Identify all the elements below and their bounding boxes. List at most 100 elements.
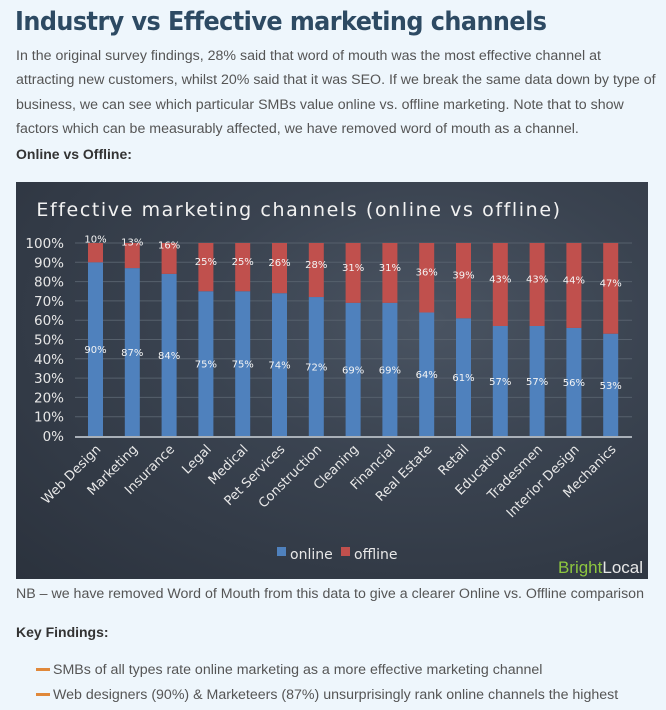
bar-online	[456, 318, 471, 436]
bar-online	[198, 291, 214, 436]
data-label-offline: 10%	[84, 235, 106, 246]
data-label-offline: 28%	[305, 260, 327, 271]
brightlocal-logo: BrightLocal	[558, 558, 643, 577]
y-tick-label: 20%	[34, 390, 64, 406]
page-title: Industry vs Effective marketing channels	[15, 7, 547, 37]
y-tick-label: 90%	[34, 255, 64, 271]
bar-online	[566, 327, 582, 436]
data-label-online: 64%	[416, 370, 438, 381]
bar-offline	[492, 243, 508, 326]
data-label-offline: 31%	[342, 263, 364, 274]
bar-offline	[161, 243, 177, 274]
bar-online	[345, 302, 361, 436]
data-labels: 10% 90% 13% 87% 16% 84% 25% 75% 25% 75% 26% 74% 28% 7…	[84, 235, 621, 392]
chart-title: Effective marketing channels (online vs …	[36, 199, 561, 221]
y-tick-label: 40%	[34, 352, 64, 368]
chart-subheading: Online vs Offline:	[16, 146, 132, 162]
bar-online	[382, 302, 398, 436]
y-tick-label: 0%	[43, 429, 65, 445]
bar-offline	[345, 243, 361, 303]
bar-online	[529, 325, 545, 436]
legend: online offline	[277, 547, 397, 563]
legend-swatch-offline	[341, 547, 350, 556]
data-label-offline: 26%	[268, 258, 290, 269]
bar-offline	[88, 243, 103, 263]
x-tick-label: Legal	[179, 442, 214, 477]
finding-text: SMBs of all types rate online marketing …	[53, 661, 543, 678]
y-tick-label: 50%	[34, 333, 64, 349]
data-label-online: 56%	[563, 378, 585, 389]
y-tick-label: 30%	[34, 371, 64, 387]
legend-label-online: online	[290, 547, 333, 563]
bar-offline	[419, 243, 435, 313]
bar-online	[603, 333, 619, 436]
data-label-online: 84%	[158, 351, 180, 362]
data-label-online: 75%	[232, 360, 254, 371]
bar-online	[419, 312, 435, 436]
intro-paragraph: In the original survey findings, 28% sai…	[16, 48, 656, 137]
bar-offline	[529, 243, 545, 326]
chart-note: NB – we have removed Word of Mouth from …	[16, 586, 644, 602]
bar-offline	[603, 243, 619, 334]
logo-bright: Bright	[558, 558, 603, 577]
bar-offline	[308, 243, 324, 298]
svg-text:BrightLocal: BrightLocal	[558, 558, 643, 577]
data-label-offline: 47%	[600, 278, 622, 289]
legend-label-offline: offline	[354, 547, 397, 563]
bar-offline	[235, 243, 251, 292]
finding-item: SMBs of all types rate online marketing …	[36, 657, 618, 682]
data-label-offline: 31%	[379, 263, 401, 274]
data-label-online: 90%	[84, 345, 106, 356]
orange-dash-icon	[36, 693, 50, 696]
y-tick-label: 80%	[34, 275, 64, 291]
y-tick-label: 100%	[25, 236, 64, 252]
bar-online	[88, 262, 103, 436]
bar-offline	[272, 243, 287, 294]
orange-dash-icon	[36, 668, 50, 671]
bar-online	[308, 297, 324, 436]
bar-online	[235, 291, 251, 436]
data-label-offline: 36%	[416, 268, 438, 279]
bars	[88, 243, 619, 436]
data-label-offline: 43%	[489, 274, 511, 285]
bar-offline	[124, 243, 140, 269]
data-label-online: 57%	[489, 377, 511, 388]
data-label-offline: 25%	[232, 257, 254, 268]
y-axis-ticks: 0% 10% 20% 30% 40% 50% 60% 70% 80% 90% 100%	[25, 236, 64, 445]
data-label-online: 69%	[342, 365, 364, 376]
data-label-online: 72%	[305, 363, 327, 374]
key-findings-list: SMBs of all types rate online marketing …	[36, 657, 618, 707]
data-label-online: 61%	[452, 373, 474, 384]
bar-offline	[566, 243, 582, 328]
stacked-bar-chart: Effective marketing channels (online vs …	[25, 199, 643, 577]
data-label-offline: 43%	[526, 274, 548, 285]
finding-text: Web designers (90%) & Marketeers (87%) u…	[53, 686, 619, 703]
legend-swatch-online	[277, 547, 286, 556]
bar-online	[124, 268, 140, 436]
data-label-offline: 13%	[121, 238, 143, 249]
data-label-online: 69%	[379, 365, 401, 376]
y-tick-label: 70%	[34, 294, 64, 310]
bar-offline	[382, 243, 398, 303]
data-label-online: 53%	[600, 381, 622, 392]
data-label-offline: 44%	[563, 275, 585, 286]
data-label-offline: 25%	[195, 257, 217, 268]
data-label-offline: 39%	[452, 271, 474, 282]
finding-item: Web designers (90%) & Marketeers (87%) u…	[36, 682, 618, 707]
bar-online	[272, 293, 287, 436]
y-tick-label: 10%	[34, 410, 64, 426]
chart-panel: Effective marketing channels (online vs …	[16, 182, 648, 579]
data-label-online: 75%	[195, 360, 217, 371]
data-label-offline: 16%	[158, 240, 180, 251]
logo-local: Local	[602, 558, 643, 577]
bar-online	[161, 273, 177, 436]
bar-online	[492, 325, 508, 436]
data-label-online: 57%	[526, 377, 548, 388]
key-findings-heading: Key Findings:	[16, 624, 109, 640]
bar-offline	[198, 243, 214, 292]
data-label-online: 87%	[121, 348, 143, 359]
data-label-online: 74%	[268, 361, 290, 372]
y-tick-label: 60%	[34, 313, 64, 329]
bar-offline	[456, 243, 471, 319]
